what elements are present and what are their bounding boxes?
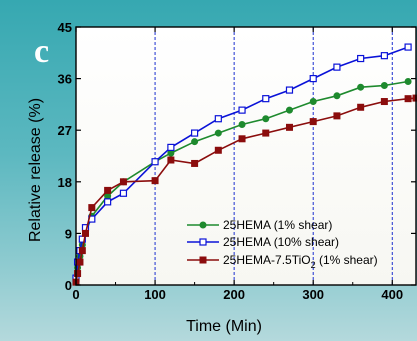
data-point [262, 129, 270, 137]
data-point [104, 198, 112, 206]
vertical-grid [154, 27, 393, 285]
legend-label-25hema-1pct: 25HEMA (1% shear) [223, 218, 332, 232]
plot-area [76, 27, 416, 285]
legend-item: 25HEMA-7.5TiO2 (1% shear) [187, 253, 378, 270]
data-point [151, 177, 159, 185]
legend-marker-25hema-1pct [199, 221, 207, 229]
data-point [285, 86, 294, 94]
legend-label-25hema-tio2: 25HEMA-7.5TiO2 (1% shear) [223, 253, 378, 270]
data-point [214, 115, 222, 123]
data-point [357, 54, 365, 63]
legend-label-suffix: (1% shear) [316, 253, 378, 267]
x-tick-label: 200 [223, 287, 245, 302]
data-point [238, 120, 246, 128]
x-tick-label: 300 [302, 287, 324, 302]
data-point [119, 189, 128, 197]
y-tick-label: 18 [58, 175, 72, 190]
data-point [404, 77, 412, 85]
data-point [88, 204, 96, 212]
data-point [333, 92, 341, 100]
panel-label: c [34, 33, 49, 70]
data-point [167, 156, 175, 164]
data-point [309, 118, 317, 126]
data-point [357, 103, 365, 111]
data-point [104, 192, 112, 200]
y-axis-title: Relative release (%) [27, 98, 44, 242]
data-point [238, 135, 246, 143]
data-point [167, 143, 175, 151]
data-point [262, 95, 270, 103]
data-point [191, 138, 199, 146]
y-tick-label: 9 [65, 226, 72, 241]
legend-marker [199, 221, 207, 229]
data-point [380, 98, 388, 106]
data-point [191, 129, 199, 137]
plot-background [76, 27, 416, 285]
y-tick-label: 27 [58, 123, 72, 138]
data-point [380, 81, 388, 89]
legend-marker-25hema-10pct [199, 238, 207, 246]
data-point [404, 43, 412, 51]
legend-marker [199, 238, 207, 246]
data-point [238, 106, 246, 114]
legend-item: 25HEMA (1% shear) [187, 218, 332, 232]
y-tick-label: 0 [65, 278, 72, 293]
data-point [119, 178, 127, 186]
data-point [167, 149, 175, 157]
legend-label-subscript: 2 [311, 260, 316, 270]
data-point [191, 159, 199, 167]
data-point [333, 63, 341, 71]
data-point [78, 247, 86, 255]
x-tick-label: 400 [381, 287, 403, 302]
axes-box [75, 26, 417, 286]
y-tick-label: 36 [58, 72, 72, 87]
y-tick-label: 45 [58, 20, 72, 35]
data-point [214, 129, 222, 137]
data-point [262, 115, 270, 123]
data-point [151, 158, 159, 166]
legend-label-25hema-10pct: 25HEMA (10% shear) [223, 235, 339, 249]
x-axis-title: Time (Min) [186, 318, 262, 335]
data-point [81, 229, 89, 237]
data-point [76, 258, 84, 266]
data-point [333, 112, 341, 120]
plot-frame [75, 26, 417, 286]
data-point [285, 123, 293, 131]
data-point [74, 270, 82, 278]
tick-labels: 0 100 200 300 400 0 9 18 27 36 45 [58, 20, 404, 302]
legend-item: 25HEMA (10% shear) [187, 235, 339, 249]
data-point [309, 98, 317, 106]
data-point [285, 106, 293, 114]
data-point [357, 83, 365, 91]
series-layer [72, 43, 417, 286]
axis-ticks [75, 26, 416, 286]
data-point [404, 95, 412, 103]
data-point [380, 52, 388, 60]
data-point [104, 186, 112, 194]
legend: 25HEMA (1% shear) 25HEMA (10% shear) 25H… [187, 218, 378, 270]
legend-marker-25hema-tio2 [199, 256, 207, 264]
legend-marker [199, 256, 207, 264]
x-tick-label: 100 [144, 287, 166, 302]
data-point [309, 74, 317, 83]
x-tick-label: 0 [72, 287, 79, 302]
data-point [214, 146, 222, 154]
legend-label-main: 25HEMA-7.5TiO [223, 253, 311, 267]
